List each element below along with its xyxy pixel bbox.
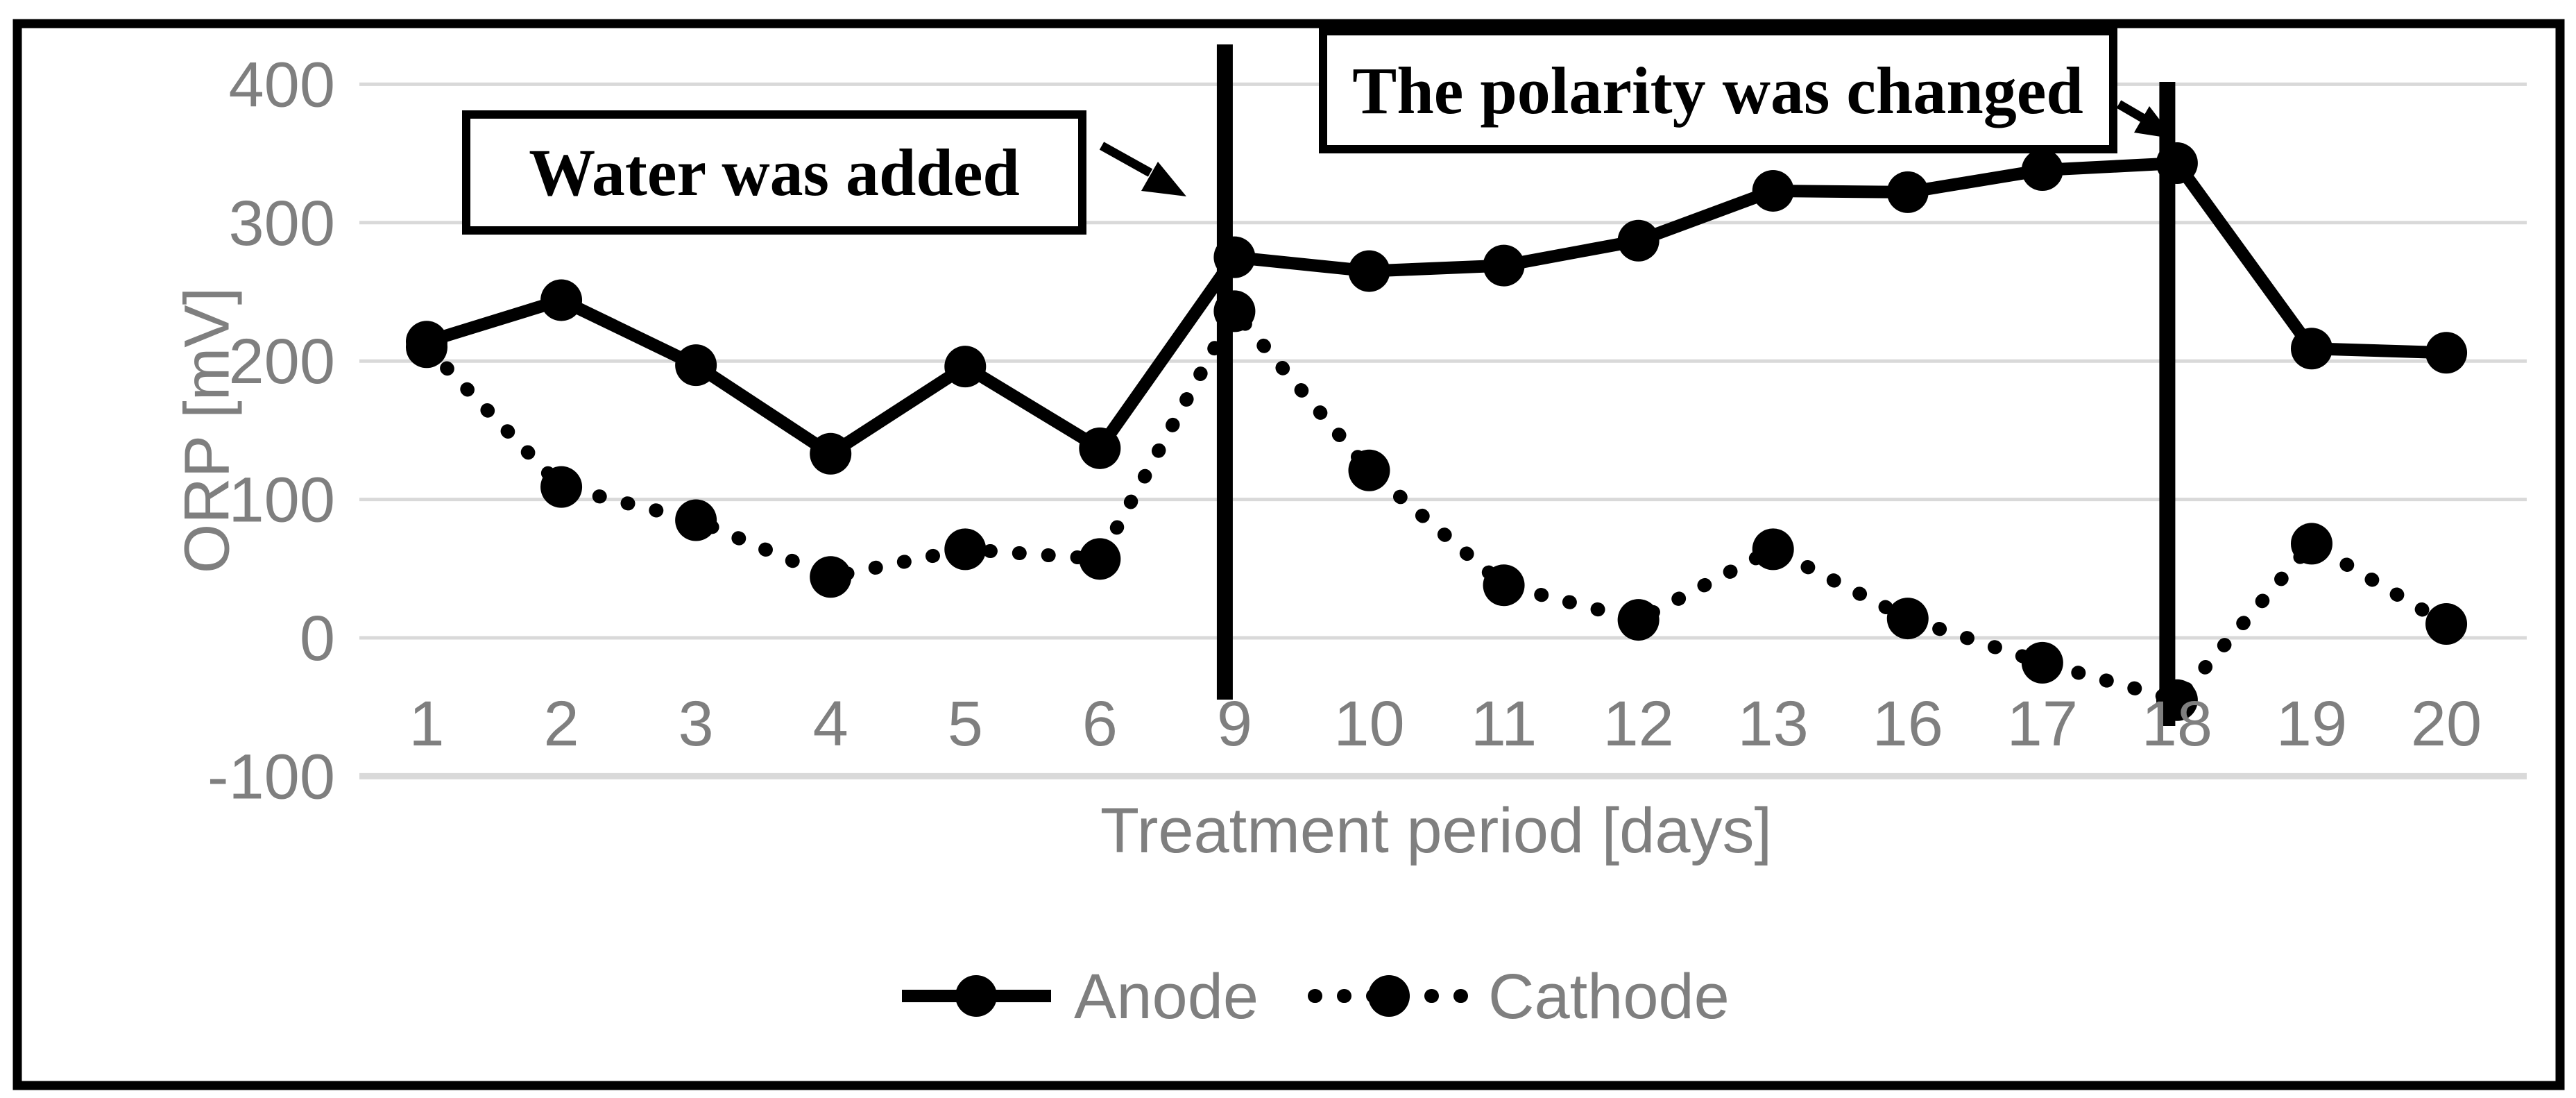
cathode-marker-day-10: [1348, 449, 1390, 491]
annotation-box: [462, 110, 1086, 235]
cathode-marker-day-9: [1213, 290, 1256, 332]
anode-marker-day-19: [2290, 328, 2332, 370]
cathode-marker-day-20: [2425, 603, 2468, 645]
anode-marker-day-11: [1483, 244, 1525, 287]
cathode-marker-day-13: [1752, 528, 1794, 571]
x-tick-label: 20: [2411, 689, 2482, 759]
cathode-marker-day-1: [406, 326, 447, 369]
cathode-marker-day-4: [810, 556, 852, 598]
cathode-marker-day-5: [944, 528, 987, 571]
x-axis-title: Treatment period [days]: [1100, 795, 1772, 866]
x-tick-label: 12: [1603, 689, 1673, 759]
x-tick-label: 4: [813, 689, 848, 759]
x-tick-label: 19: [2276, 689, 2347, 759]
y-tick-label: 400: [229, 49, 336, 120]
anode-marker-day-4: [810, 432, 852, 475]
y-axis-title: ORP [mV]: [171, 287, 242, 573]
x-tick-label: 2: [543, 689, 579, 759]
anode-marker-day-17: [2021, 149, 2063, 192]
annotation-label: Water was added: [529, 135, 1020, 210]
x-tick-label: 6: [1082, 689, 1118, 759]
legend-label-cathode: Cathode: [1488, 961, 1730, 1032]
cathode-marker-day-11: [1483, 564, 1525, 607]
annotation-arrowhead: [2134, 106, 2174, 139]
cathode-marker-day-3: [675, 499, 717, 541]
anode-marker-swatch: [955, 975, 997, 1017]
anode-marker-day-5: [944, 346, 987, 388]
x-tick-label: 17: [2007, 689, 2078, 759]
anode-marker-day-9: [1213, 236, 1256, 278]
y-tick-label: 200: [229, 326, 336, 397]
annotation-label: The polarity was changed: [1352, 53, 2083, 128]
anode-marker-day-2: [540, 279, 583, 321]
anode-marker-day-13: [1752, 169, 1794, 212]
cathode-marker-day-6: [1079, 538, 1121, 580]
y-tick-label: 100: [229, 465, 336, 536]
annotation-arrow-line: [2116, 100, 2147, 123]
cathode-marker-swatch: [1368, 975, 1410, 1017]
cathode-marker-day-17: [2021, 641, 2063, 684]
y-tick-label: 300: [229, 188, 336, 259]
legend-label-anode: Anode: [1074, 961, 1259, 1032]
anode-marker-day-12: [1617, 219, 1660, 262]
cathode-marker-day-19: [2290, 523, 2332, 565]
cathode-marker-day-12: [1617, 599, 1660, 641]
anode-marker-day-3: [675, 344, 717, 387]
legend: Anode Cathode: [902, 961, 1730, 1032]
annotation-arrowhead: [1141, 162, 1186, 196]
annotation-box: [1319, 27, 2117, 153]
event-lines-layer: [1216, 44, 2176, 726]
annotation-arrow-line: [1099, 142, 1153, 177]
x-tick-label: 5: [948, 689, 983, 759]
anode-marker-day-6: [1079, 427, 1121, 469]
x-tick-label: 13: [1738, 689, 1809, 759]
cathode-marker-day-2: [540, 466, 583, 508]
x-tick-label: 11: [1471, 689, 1537, 759]
x-tick-label: 3: [679, 689, 714, 759]
legend-item-anode: Anode: [902, 961, 1259, 1032]
anode-line: [425, 157, 2447, 460]
cathode-marker-day-18: [2156, 679, 2198, 721]
cathode-line: [420, 304, 2454, 707]
anode-marker-day-20: [2425, 332, 2468, 374]
y-tick-label: -100: [207, 741, 335, 812]
annotation-water-added: Water was added: [462, 110, 1186, 235]
annotation-polarity-changed: The polarity was changed: [1319, 27, 2174, 153]
x-tick-label: 1: [409, 689, 444, 759]
anode-marker-day-18: [2156, 142, 2198, 185]
x-tick-label: 10: [1333, 689, 1404, 759]
figure-border: [12, 19, 2565, 1090]
x-tick-label: 18: [2142, 689, 2212, 759]
series-layer: [406, 142, 2468, 721]
y-tick-label: 0: [300, 603, 335, 674]
anode-marker-day-10: [1348, 250, 1390, 292]
anode-marker-day-16: [1886, 171, 1929, 213]
cathode-marker-day-16: [1886, 598, 1929, 640]
x-tick-label: 16: [1873, 689, 1943, 759]
x-tick-label: 9: [1217, 689, 1252, 759]
legend-item-cathode: Cathode: [1308, 961, 1730, 1032]
